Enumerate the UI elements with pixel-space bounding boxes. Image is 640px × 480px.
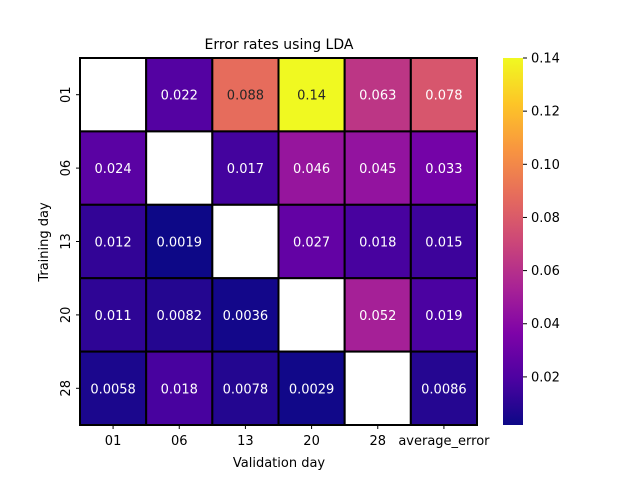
heatmap-cell: [79, 57, 148, 133]
y-tick-label: 06: [59, 160, 74, 177]
heatmap-cell: [145, 203, 214, 280]
colorbar-tick-label: 0.08: [531, 211, 560, 226]
y-tick-label: 28: [59, 380, 74, 397]
heatmap-cell: [343, 277, 412, 353]
heatmap-cell: [145, 130, 214, 206]
colorbar-axis: 0.02 0.04 0.06 0.08 0.10 0.12 0.14: [523, 52, 560, 385]
x-tick-label: 01: [105, 434, 122, 449]
cell-value-label: 0.017: [227, 162, 264, 177]
cell-value-label: 0.019: [425, 309, 462, 324]
cell-value-label: 0.022: [161, 89, 198, 104]
heatmap-cell: [145, 277, 214, 353]
heatmap-cell: [343, 350, 412, 427]
cell-value-label: 0.0078: [223, 382, 269, 397]
heatmap-cell: [145, 57, 214, 133]
cell-value-label: 0.052: [359, 309, 396, 324]
cell-value-label: 0.033: [425, 162, 462, 177]
cell-value-label: 0.024: [94, 162, 131, 177]
heatmap-cell: [409, 277, 479, 353]
cell-value-label: 0.018: [359, 236, 396, 251]
cell-value-label: 0.0029: [289, 382, 335, 397]
cell-value-label: 0.063: [359, 89, 396, 104]
heatmap-cell: [343, 203, 412, 280]
heatmap-cell: [211, 350, 280, 427]
y-tick-label: 01: [59, 86, 74, 103]
x-tick-label: average_error: [398, 434, 490, 449]
y-axis-label: Training day: [37, 202, 52, 283]
cell-value-label: 0.0058: [90, 382, 136, 397]
colorbar-tick-label: 0.02: [531, 370, 560, 385]
colorbar-tick-label: 0.14: [531, 52, 560, 67]
y-tick-label: 13: [59, 233, 74, 250]
cell-value-label: 0.027: [293, 236, 330, 251]
cell-value-label: 0.14: [297, 89, 326, 104]
x-axis: 01 06 13 20 28 average_error: [105, 425, 490, 449]
heatmap-cells: 0.022 0.088 0.14 0.063 0.078 0.024 0.017 0.046 0…: [79, 57, 479, 427]
cell-value-label: 0.0019: [157, 236, 203, 251]
y-tick-label: 20: [59, 307, 74, 324]
cell-value-label: 0.011: [94, 309, 131, 324]
y-axis: 01 06 13 20 28: [59, 86, 80, 397]
x-tick-label: 06: [171, 434, 188, 449]
heatmap-cell: [211, 57, 280, 133]
colorbar-tick-label: 0.04: [531, 317, 560, 332]
colorbar: [503, 58, 523, 425]
colorbar-tick-label: 0.12: [531, 105, 560, 120]
chart-title: Error rates using LDA: [205, 37, 354, 53]
heatmap-cell: [145, 350, 214, 427]
colorbar-tick-label: 0.10: [531, 158, 560, 173]
cell-value-label: 0.012: [94, 236, 131, 251]
heatmap-cell: [409, 130, 479, 206]
x-tick-label: 13: [237, 434, 254, 449]
x-tick-label: 20: [303, 434, 320, 449]
cell-value-label: 0.0086: [421, 382, 467, 397]
cell-value-label: 0.0036: [223, 309, 269, 324]
heatmap-cell: [211, 277, 280, 353]
x-tick-label: 28: [369, 434, 386, 449]
colorbar-tick-label: 0.06: [531, 264, 560, 279]
x-axis-label: Validation day: [233, 456, 326, 471]
cell-value-label: 0.078: [425, 89, 462, 104]
cell-value-label: 0.088: [227, 89, 264, 104]
cell-value-label: 0.018: [161, 382, 198, 397]
cell-value-label: 0.045: [359, 162, 396, 177]
heatmap-cell: [277, 277, 346, 353]
heatmap-cell: [277, 130, 346, 206]
cell-value-label: 0.0082: [157, 309, 203, 324]
cell-value-label: 0.046: [293, 162, 330, 177]
cell-value-label: 0.015: [425, 236, 462, 251]
heatmap-cell: [211, 203, 280, 280]
